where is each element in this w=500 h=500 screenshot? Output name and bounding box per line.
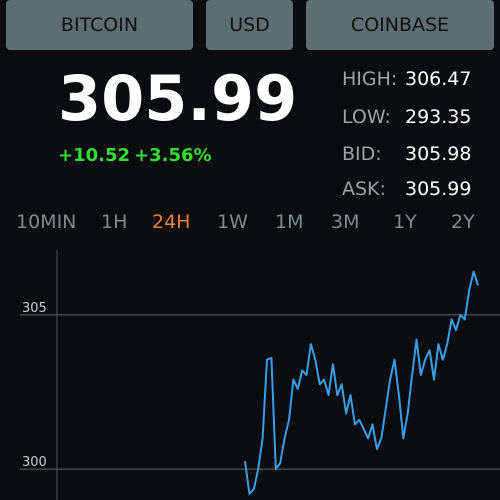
stat-value: 306.47: [405, 68, 472, 90]
stat-label: HIGH:: [342, 68, 398, 90]
time-tab[interactable]: 3M: [331, 211, 360, 233]
change-pct: +3.56%: [134, 145, 212, 166]
currency-button[interactable]: USD: [206, 0, 293, 50]
stat-label: BID:: [342, 143, 382, 165]
time-tab[interactable]: 2Y: [451, 211, 475, 233]
stat-label: LOW:: [342, 106, 391, 128]
y-tick-label: 305: [22, 301, 47, 316]
stat-value: 305.99: [405, 178, 472, 200]
stat-label: ASK:: [342, 178, 386, 200]
stat-value: 293.35: [405, 106, 472, 128]
time-tab[interactable]: 1H: [101, 211, 128, 233]
time-tab[interactable]: 1M: [275, 211, 304, 233]
price-line: [244, 270, 479, 495]
coin-button[interactable]: BITCOIN: [6, 0, 193, 50]
stat-value: 305.98: [405, 143, 472, 165]
time-tab[interactable]: 10MIN: [16, 211, 77, 233]
time-tab[interactable]: 1Y: [393, 211, 417, 233]
y-tick-label: 300: [22, 455, 47, 470]
exchange-button[interactable]: COINBASE: [306, 0, 494, 50]
last-price: 305.99: [58, 62, 298, 135]
change: +10.52: [58, 145, 131, 166]
time-tab[interactable]: 24H: [152, 211, 191, 233]
time-tab[interactable]: 1W: [217, 211, 248, 233]
